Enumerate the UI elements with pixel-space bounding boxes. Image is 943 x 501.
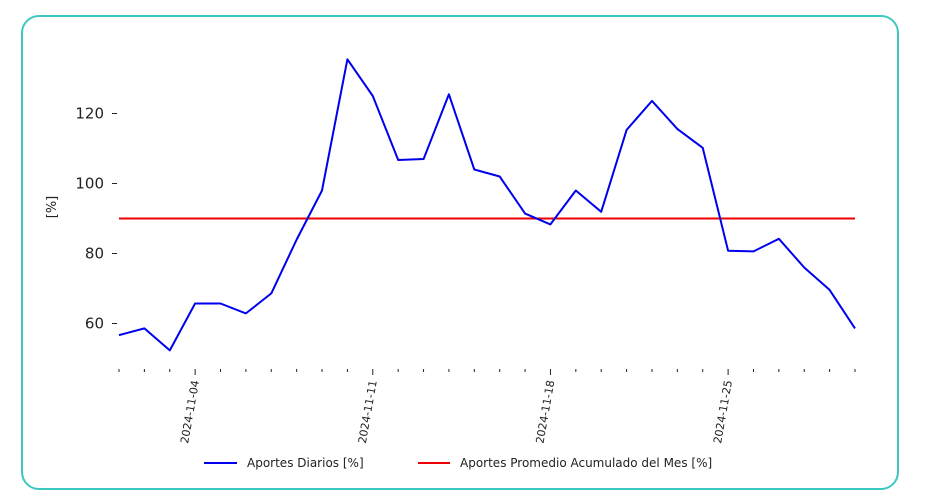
x-tick-label: 2024-11-25: [711, 379, 735, 444]
y-axis-label: [%]: [45, 196, 60, 219]
series-line-aportes-diarios: [118, 58, 856, 352]
legend: Aportes Diarios [%] Aportes Promedio Acum…: [204, 456, 712, 470]
x-tick-label: 2024-11-11: [356, 379, 380, 444]
y-tick-label: 100: [75, 175, 104, 193]
legend-entry-label: Aportes Promedio Acumulado del Mes [%]: [460, 456, 712, 470]
y-tick-label: 60: [85, 315, 104, 333]
chart-frame: [21, 15, 899, 490]
legend-entry-label: Aportes Diarios [%]: [247, 456, 364, 470]
plot-lines: [118, 58, 856, 352]
x-tick-label: 2024-11-04: [178, 379, 202, 444]
y-tick-label: 120: [75, 105, 104, 123]
y-tick-label: 80: [85, 245, 104, 263]
x-axis: 2024-11-04 2024-11-11 2024-11-18 2024-11-25: [118, 369, 856, 444]
y-axis: 60 80 100 120: [75, 105, 117, 333]
x-tick-label: 2024-11-18: [533, 379, 557, 444]
